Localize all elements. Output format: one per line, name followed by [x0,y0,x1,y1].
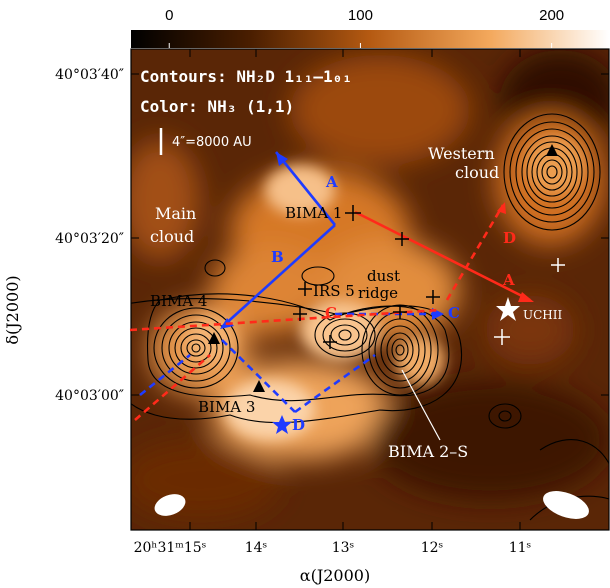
y-tick-label: 40°03′40″ [55,67,124,83]
red-label-c: C [325,304,337,322]
blue-star-icon [272,415,292,434]
blue-cut-a-arrowhead [276,152,288,166]
map-legend: Contours: NH₂D 1₁₁–1₀₁ Color: NH₃ (1,1) … [140,67,352,155]
label-bima3: BIMA 3 [198,398,255,416]
label-bima2s: BIMA 2–S [388,442,468,461]
y-axis: 40°03′40″ 40°03′20″ 40°03′00″ δ(J2000) [3,67,609,404]
cross-marker [298,282,312,296]
red-cut-a-arrowhead [518,292,534,302]
x-tick-label: 11ˢ [509,540,532,556]
cross-marker [323,335,337,349]
colorbar-tick-label: 200 [539,7,564,24]
contour-bima4 [153,307,239,389]
label-bima1: BIMA 1 [285,204,342,222]
scale-bar-label: 4″=8000 AU [172,135,252,150]
cross-marker [393,305,407,319]
red-cut-a [354,210,531,302]
x-tick-label: 14ˢ [245,540,268,556]
cross-marker-white [551,258,565,272]
y-tick-label: 40°03′20″ [55,231,124,247]
legend-color: Color: NH₃ (1,1) [140,97,294,116]
plot-frame [130,48,610,531]
label-ridge: ridge [358,284,398,302]
cross-marker [345,205,361,221]
red-label-d: D [503,229,516,247]
cross-marker [426,290,440,304]
label-dust: dust [367,267,400,285]
pointer-bima2s [401,369,441,441]
y-axis-title: δ(J2000) [3,275,22,344]
contour-ridge [314,312,376,358]
blue-label-c: C [448,304,460,322]
blue-cut-d1 [221,339,296,413]
colorbar-ticks: 0 100 200 [165,7,564,48]
blue-cut-b [221,224,336,328]
red-cut-sw [134,354,211,421]
x-axis-ticks: 20ʰ31ᵐ15ˢ 14ˢ 13ˢ 12ˢ 11ˢ [134,49,532,556]
x-axis: 20ʰ31ᵐ15ˢ 14ˢ 13ˢ 12ˢ 11ˢ α(J2000) [134,49,532,585]
red-cut-c [129,308,441,332]
cross-marker [395,232,409,246]
blue-label-d: D [292,416,305,434]
beam-nh2d [543,491,589,519]
blue-label-a: A [325,173,338,191]
red-cut-d-arrowhead [497,202,506,214]
cut-labels: A B C D A C D [271,173,516,434]
label-uchii: UCHII [523,308,563,322]
x-tick-label: 20ʰ31ᵐ15ˢ [134,540,207,556]
triangle-bima4 [208,332,220,344]
triangle-western [546,144,558,156]
blue-label-b: B [271,248,284,266]
nh2d-contours [131,113,609,521]
legend-contours: Contours: NH₂D 1₁₁–1₀₁ [140,67,352,86]
label-bima4: BIMA 4 [150,292,207,310]
contour-small-east [488,403,522,429]
cross-marker [293,307,307,321]
region-main-cloud-2: cloud [150,227,194,246]
triangle-bima3 [253,380,265,392]
uchii-star-icon [496,297,520,321]
contour-se-arc [529,439,609,521]
colorbar-gradient [131,30,609,48]
blue-cut-d3 [139,353,191,397]
colorbar-tick-label: 100 [348,7,373,24]
blue-cut-d2 [294,353,376,414]
colorbar: 0 100 200 [131,7,609,48]
contour-small-center [301,266,335,286]
x-tick-label: 13ˢ [332,540,355,556]
region-main-cloud-1: Main [155,204,196,223]
x-axis-title: α(J2000) [300,566,370,585]
region-western-cloud-1: Western [428,144,495,163]
contour-western-cloud [503,113,601,231]
red-cut-lines [129,202,534,421]
cross-marker-white [494,329,510,345]
red-label-a: A [502,271,515,289]
x-tick-label: 12ˢ [421,540,444,556]
colorbar-tick-label: 0 [165,7,173,24]
map-labels: Main cloud Western cloud BIMA 1 BIMA 4 B… [150,144,563,461]
y-axis-ticks: 40°03′40″ 40°03′20″ 40°03′00″ [55,67,609,404]
beam-nh3 [154,494,186,516]
source-markers [293,205,565,349]
red-cut-d [445,204,505,301]
region-western-cloud-2: cloud [455,163,499,182]
blue-cut-a [274,151,337,226]
y-tick-label: 40°03′00″ [55,388,124,404]
label-irs5: IRS 5 [313,282,355,300]
contour-small-west [204,259,226,277]
